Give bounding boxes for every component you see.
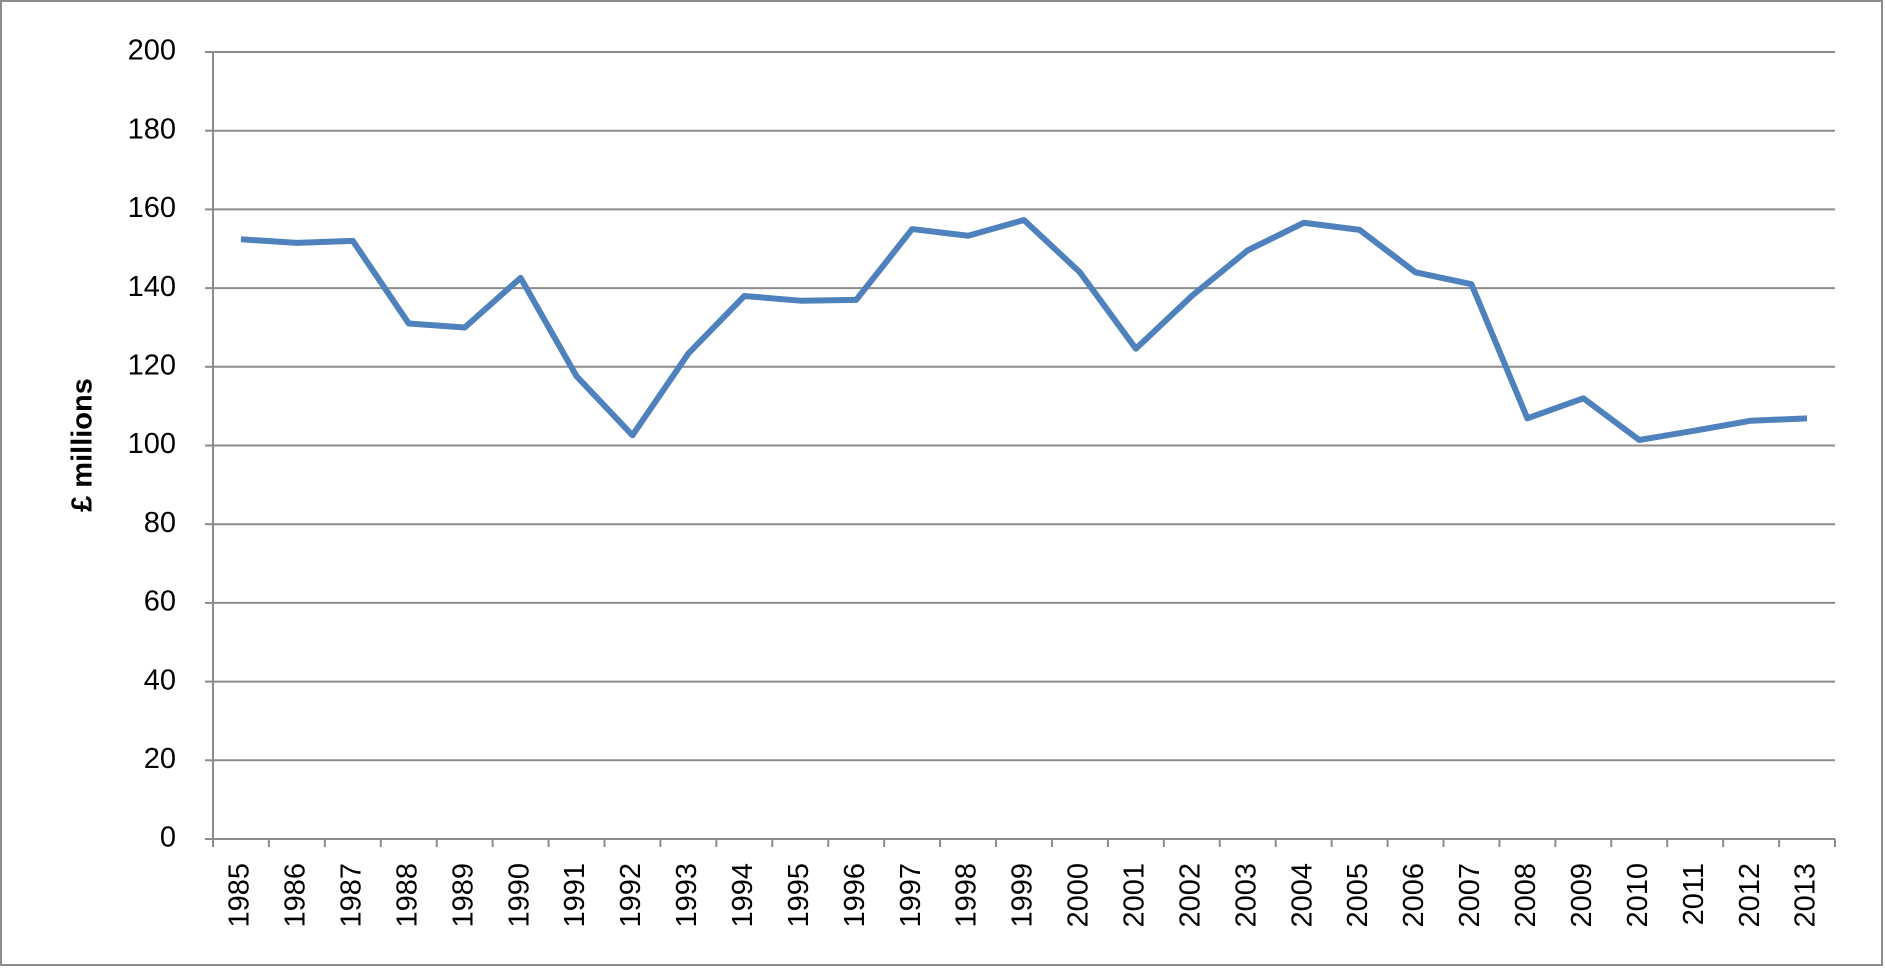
x-tick-label: 2000 <box>1063 863 1095 928</box>
y-tick-label: 60 <box>144 586 176 618</box>
x-tick-label: 2010 <box>1622 863 1654 928</box>
x-tick-label: 2004 <box>1286 863 1318 928</box>
x-tick-label: 1996 <box>839 863 871 928</box>
x-tick-label: 1992 <box>615 863 647 928</box>
x-tick-label: 1989 <box>447 863 479 928</box>
y-tick-label: 180 <box>128 113 176 145</box>
x-tick-label: 2013 <box>1790 863 1822 928</box>
x-tick-label: 1999 <box>1007 863 1039 928</box>
y-tick-label: 160 <box>128 192 176 224</box>
x-tick-label: 1994 <box>727 863 759 928</box>
x-tick-label: 2001 <box>1119 863 1151 928</box>
y-tick-label: 40 <box>144 664 176 696</box>
x-tick-label: 1988 <box>391 863 423 928</box>
data-line <box>240 217 1808 443</box>
x-tick-label: 2002 <box>1174 863 1206 928</box>
x-tick-label: 1993 <box>671 863 703 928</box>
x-tick-label: 2003 <box>1230 863 1262 928</box>
x-tick-label: 2005 <box>1342 863 1374 928</box>
x-tick-label: 2009 <box>1566 863 1598 928</box>
y-tick-label: 140 <box>128 271 176 303</box>
y-axis-title: £ millions <box>67 378 99 512</box>
x-tick-label: 1991 <box>559 863 591 928</box>
x-tick-label: 1997 <box>895 863 927 928</box>
y-tick-label: 80 <box>144 507 176 539</box>
x-tick-label: 2008 <box>1510 863 1542 928</box>
x-tick-label: 1987 <box>335 863 367 928</box>
x-tick-label: 1985 <box>224 863 256 928</box>
x-tick-label: 2006 <box>1398 863 1430 928</box>
x-tick-label: 1986 <box>280 863 312 928</box>
y-tick-label: 20 <box>144 743 176 775</box>
y-tick-label: 120 <box>128 349 176 381</box>
x-tick-label: 2011 <box>1678 863 1710 925</box>
x-tick-label: 1995 <box>783 863 815 928</box>
x-tick-label: 2012 <box>1734 863 1766 928</box>
y-tick-label: 100 <box>128 428 176 460</box>
x-tick-label: 1990 <box>503 863 535 928</box>
y-tick-label: 0 <box>160 822 176 854</box>
y-tick-label: 200 <box>128 35 176 67</box>
x-tick-label: 1998 <box>951 863 983 928</box>
x-tick-label: 2007 <box>1454 863 1486 928</box>
